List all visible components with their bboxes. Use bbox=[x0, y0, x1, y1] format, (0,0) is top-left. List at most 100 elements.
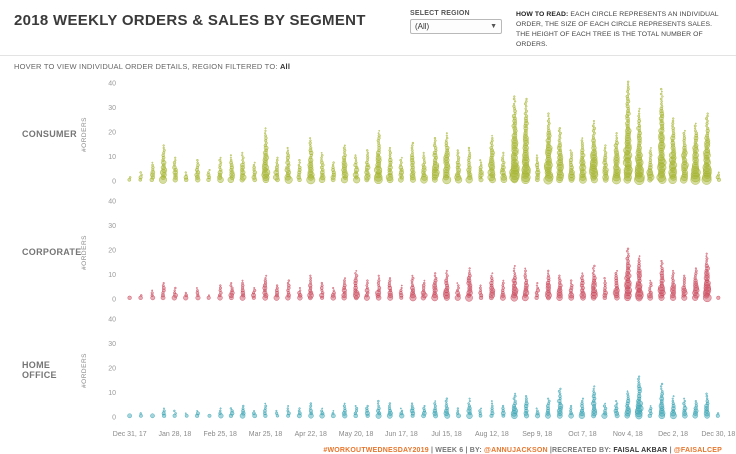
order-circle[interactable] bbox=[468, 154, 472, 158]
order-circle[interactable] bbox=[375, 293, 381, 299]
order-circle[interactable] bbox=[581, 274, 584, 278]
order-circle[interactable] bbox=[638, 375, 641, 379]
order-circle[interactable] bbox=[682, 406, 688, 412]
order-circle[interactable] bbox=[570, 154, 574, 158]
order-circle[interactable] bbox=[445, 274, 449, 278]
order-circle[interactable] bbox=[443, 410, 450, 417]
order-circle[interactable] bbox=[480, 407, 482, 410]
order-circle[interactable] bbox=[635, 280, 642, 287]
order-circle[interactable] bbox=[410, 279, 414, 283]
order-circle[interactable] bbox=[195, 291, 200, 296]
order-circle[interactable] bbox=[670, 135, 676, 142]
order-circle[interactable] bbox=[309, 137, 312, 140]
order-circle[interactable] bbox=[274, 165, 279, 170]
order-circle[interactable] bbox=[320, 152, 323, 155]
order-circle[interactable] bbox=[262, 150, 268, 156]
order-circle[interactable] bbox=[151, 168, 155, 172]
order-circle[interactable] bbox=[637, 257, 641, 261]
order-circle[interactable] bbox=[377, 279, 381, 283]
order-circle[interactable] bbox=[501, 284, 505, 288]
order-circle[interactable] bbox=[524, 272, 527, 275]
order-circle[interactable] bbox=[543, 163, 552, 172]
order-circle[interactable] bbox=[365, 284, 369, 288]
order-circle[interactable] bbox=[308, 148, 313, 153]
order-circle[interactable] bbox=[636, 271, 642, 277]
order-circle[interactable] bbox=[682, 132, 686, 136]
order-circle[interactable] bbox=[286, 291, 291, 296]
order-circle[interactable] bbox=[184, 412, 187, 415]
order-circle[interactable] bbox=[659, 107, 664, 111]
order-circle[interactable] bbox=[434, 400, 437, 403]
order-circle[interactable] bbox=[377, 149, 381, 153]
order-circle[interactable] bbox=[377, 144, 381, 148]
order-circle[interactable] bbox=[591, 134, 595, 138]
order-circle[interactable] bbox=[558, 274, 561, 278]
order-circle[interactable] bbox=[434, 272, 437, 275]
order-circle[interactable] bbox=[309, 404, 313, 408]
order-circle[interactable] bbox=[615, 132, 618, 135]
order-circle[interactable] bbox=[309, 282, 312, 285]
order-circle[interactable] bbox=[377, 146, 381, 151]
order-circle[interactable] bbox=[580, 288, 585, 293]
order-circle[interactable] bbox=[467, 406, 472, 412]
order-circle[interactable] bbox=[648, 161, 652, 165]
order-circle[interactable] bbox=[657, 163, 667, 173]
order-circle[interactable] bbox=[535, 161, 539, 165]
order-circle[interactable] bbox=[706, 112, 709, 116]
order-circle[interactable] bbox=[151, 162, 154, 164]
order-circle[interactable] bbox=[479, 159, 482, 162]
order-circle[interactable] bbox=[297, 166, 302, 170]
order-circle[interactable] bbox=[693, 139, 698, 143]
order-circle[interactable] bbox=[275, 412, 279, 416]
order-circle[interactable] bbox=[400, 157, 403, 160]
order-circle[interactable] bbox=[309, 279, 312, 283]
order-circle[interactable] bbox=[522, 156, 530, 165]
order-circle[interactable] bbox=[309, 277, 312, 280]
footer-author-handle[interactable]: @ANNUJACKSON bbox=[484, 447, 548, 454]
order-circle[interactable] bbox=[704, 408, 710, 414]
order-circle[interactable] bbox=[399, 159, 403, 162]
order-circle[interactable] bbox=[218, 163, 222, 168]
order-circle[interactable] bbox=[297, 177, 302, 183]
order-circle[interactable] bbox=[569, 411, 573, 416]
order-circle[interactable] bbox=[524, 397, 528, 401]
order-circle[interactable] bbox=[659, 88, 663, 91]
order-circle[interactable] bbox=[410, 286, 415, 291]
order-circle[interactable] bbox=[636, 288, 642, 294]
order-circle[interactable] bbox=[253, 410, 255, 413]
order-circle[interactable] bbox=[681, 295, 688, 302]
order-circle[interactable] bbox=[580, 295, 586, 301]
order-circle[interactable] bbox=[353, 278, 358, 284]
order-circle[interactable] bbox=[547, 272, 550, 275]
order-circle[interactable] bbox=[701, 175, 712, 186]
order-circle[interactable] bbox=[626, 399, 631, 404]
order-circle[interactable] bbox=[659, 93, 663, 96]
order-circle[interactable] bbox=[298, 287, 301, 290]
order-circle[interactable] bbox=[694, 400, 697, 403]
order-circle[interactable] bbox=[547, 122, 551, 126]
order-circle[interactable] bbox=[387, 407, 392, 411]
order-circle[interactable] bbox=[398, 165, 404, 171]
order-circle[interactable] bbox=[706, 115, 709, 118]
order-circle[interactable] bbox=[366, 159, 369, 162]
order-circle[interactable] bbox=[478, 414, 483, 419]
order-circle[interactable] bbox=[581, 146, 584, 150]
order-circle[interactable] bbox=[432, 167, 438, 174]
order-circle[interactable] bbox=[682, 284, 686, 288]
order-circle[interactable] bbox=[637, 378, 640, 381]
order-circle[interactable] bbox=[467, 285, 473, 291]
order-circle[interactable] bbox=[523, 102, 527, 106]
order-circle[interactable] bbox=[694, 129, 697, 133]
order-circle[interactable] bbox=[331, 168, 336, 173]
order-circle[interactable] bbox=[659, 385, 663, 388]
order-circle[interactable] bbox=[196, 289, 199, 293]
order-circle[interactable] bbox=[377, 132, 380, 135]
order-circle[interactable] bbox=[637, 380, 640, 384]
order-circle[interactable] bbox=[558, 127, 562, 130]
order-circle[interactable] bbox=[579, 176, 587, 185]
order-circle[interactable] bbox=[536, 282, 539, 285]
order-circle[interactable] bbox=[705, 397, 709, 401]
order-circle[interactable] bbox=[445, 277, 449, 280]
order-circle[interactable] bbox=[195, 295, 201, 301]
order-circle[interactable] bbox=[626, 80, 630, 84]
